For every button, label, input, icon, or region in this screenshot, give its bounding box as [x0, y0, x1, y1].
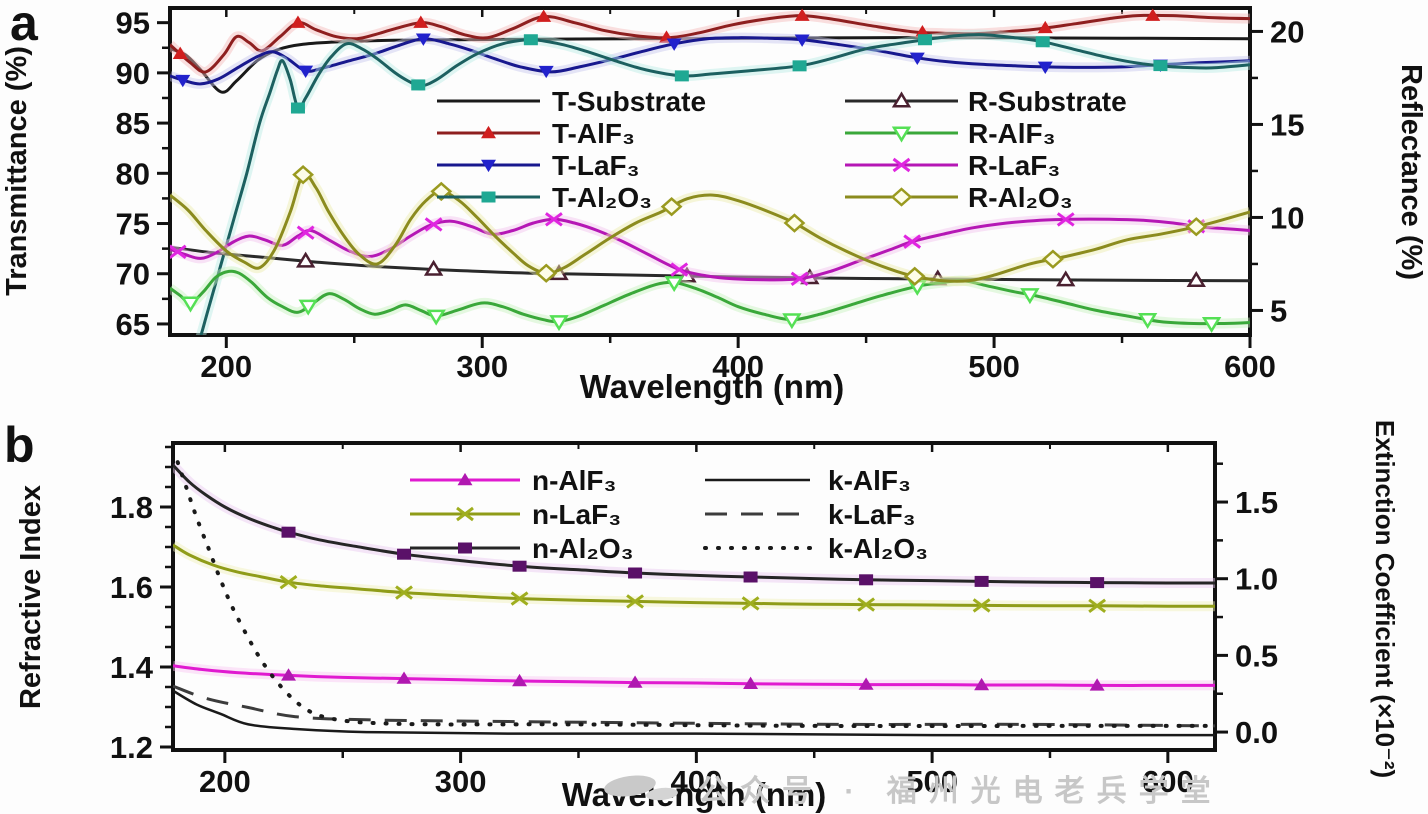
svg-text:400: 400 [712, 349, 764, 384]
svg-text:300: 300 [456, 349, 508, 384]
right-axis-label: Extinction Coefficient (×10⁻²) [1370, 420, 1400, 778]
svg-text:0.0: 0.0 [1235, 715, 1278, 750]
svg-text:500: 500 [968, 349, 1020, 384]
panel-a: a 200 300 400 500 600 65 70 75 80 85 90 95 5 10 15 20 Wav… [1, 0, 1427, 405]
svg-text:90: 90 [116, 56, 150, 91]
series-T-Al-O- [195, 29, 1250, 335]
series-k-Al-O- [175, 460, 1215, 729]
legend-item-T-LaF-: T-LaF₃ [437, 150, 640, 181]
series-n-LaF- [173, 540, 1215, 613]
right-axis-label: Reflectance (%) [1395, 64, 1427, 280]
svg-text:5: 5 [1270, 293, 1287, 328]
panel-b: b 200 300 400 500 600 1.2 1.4 1.6 1.8 0.0 0.5 1.0 1.5… [4, 417, 1400, 813]
series-R-Al-O- [170, 164, 1250, 287]
legend-item-T-AlF-: T-AlF₃ [437, 118, 635, 149]
x-axis-label: Wavelength (nm) [562, 776, 827, 813]
series-k-LaF- [173, 684, 1215, 728]
x-axis-label: Wavelength (nm) [580, 368, 845, 405]
legend-item-n-LaF-: n-LaF₃ [410, 499, 621, 530]
svg-text:k-LaF₃: k-LaF₃ [828, 499, 916, 530]
series-k-AlF- [173, 689, 1215, 737]
svg-text:n-Al₂O₃: n-Al₂O₃ [532, 533, 634, 564]
svg-text:600: 600 [1224, 349, 1276, 384]
svg-text:65: 65 [116, 307, 150, 342]
legend-item-R-Substrate: R-Substrate [845, 86, 1127, 117]
svg-text:70: 70 [116, 257, 150, 292]
svg-text:500: 500 [906, 764, 958, 799]
svg-text:T-AlF₃: T-AlF₃ [552, 118, 635, 149]
svg-text:0.5: 0.5 [1235, 638, 1278, 673]
svg-text:T-Substrate: T-Substrate [552, 86, 706, 117]
svg-text:200: 200 [200, 349, 252, 384]
legend-item-R-LaF-: R-LaF₃ [845, 150, 1060, 181]
svg-text:300: 300 [435, 764, 487, 799]
series-R-Substrate [170, 245, 1250, 287]
plot-frame [171, 441, 1217, 752]
axis-ticks [160, 443, 1228, 763]
svg-text:1.2: 1.2 [110, 730, 153, 765]
series-n-Al-O- [173, 461, 1215, 589]
svg-text:n-LaF₃: n-LaF₃ [532, 499, 621, 530]
svg-text:k-Al₂O₃: k-Al₂O₃ [828, 533, 928, 564]
legend-item-n-AlF-: n-AlF₃ [410, 465, 616, 496]
legend-item-k-Al-O-: k-Al₂O₃ [703, 533, 928, 564]
legend-item-k-AlF-: k-AlF₃ [705, 465, 911, 496]
svg-text:k-AlF₃: k-AlF₃ [828, 465, 911, 496]
tick-labels: 200 300 400 500 600 1.2 1.4 1.6 1.8 0.0 0.5 1.0 1.5 [110, 485, 1278, 799]
series-n-AlF- [173, 660, 1215, 691]
series-R-AlF- [170, 266, 1250, 334]
left-axis-label: Refractive Index [15, 485, 47, 709]
svg-text:1.5: 1.5 [1235, 485, 1278, 520]
series-area [170, 8, 1250, 335]
svg-text:1.8: 1.8 [110, 490, 153, 525]
svg-text:R-AlF₃: R-AlF₃ [968, 118, 1056, 149]
series-T-AlF- [170, 8, 1250, 78]
legend-item-T-Al-O-: T-Al₂O₃ [437, 182, 652, 213]
svg-text:n-AlF₃: n-AlF₃ [532, 465, 616, 496]
svg-text:85: 85 [116, 106, 150, 141]
svg-text:80: 80 [116, 156, 150, 191]
left-axis-label: Transmittance (%) [1, 46, 33, 296]
svg-text:10: 10 [1270, 200, 1304, 235]
series-T-LaF- [170, 32, 1250, 89]
svg-text:R-LaF₃: R-LaF₃ [968, 150, 1060, 181]
tick-labels: 200 300 400 500 600 65 70 75 80 85 90 95 5 10 15 20 [116, 6, 1305, 384]
svg-text:200: 200 [199, 764, 251, 799]
svg-text:400: 400 [670, 764, 722, 799]
svg-text:R-Substrate: R-Substrate [968, 86, 1127, 117]
svg-text:T-LaF₃: T-LaF₃ [552, 150, 640, 181]
legend-item-k-LaF-: k-LaF₃ [705, 499, 916, 530]
svg-text:75: 75 [116, 207, 150, 242]
svg-text:R-Al₂O₃: R-Al₂O₃ [968, 182, 1073, 213]
legend-item-R-AlF-: R-AlF₃ [845, 118, 1056, 149]
svg-text:20: 20 [1270, 14, 1304, 49]
legend-item-n-Al-O-: n-Al₂O₃ [410, 533, 634, 564]
svg-text:95: 95 [116, 6, 150, 41]
legend-item-T-Substrate: T-Substrate [437, 86, 706, 117]
svg-text:15: 15 [1270, 107, 1304, 142]
svg-text:1.6: 1.6 [110, 570, 153, 605]
panel-label-a: a [10, 0, 39, 51]
svg-text:600: 600 [1142, 764, 1194, 799]
axis-ticks [157, 8, 1263, 348]
panel-label-b: b [4, 417, 35, 473]
legend-item-R-Al-O-: R-Al₂O₃ [845, 182, 1073, 213]
svg-text:1.4: 1.4 [110, 650, 154, 685]
series-area [173, 460, 1215, 737]
svg-text:T-Al₂O₃: T-Al₂O₃ [552, 182, 652, 213]
svg-text:1.0: 1.0 [1235, 562, 1278, 597]
